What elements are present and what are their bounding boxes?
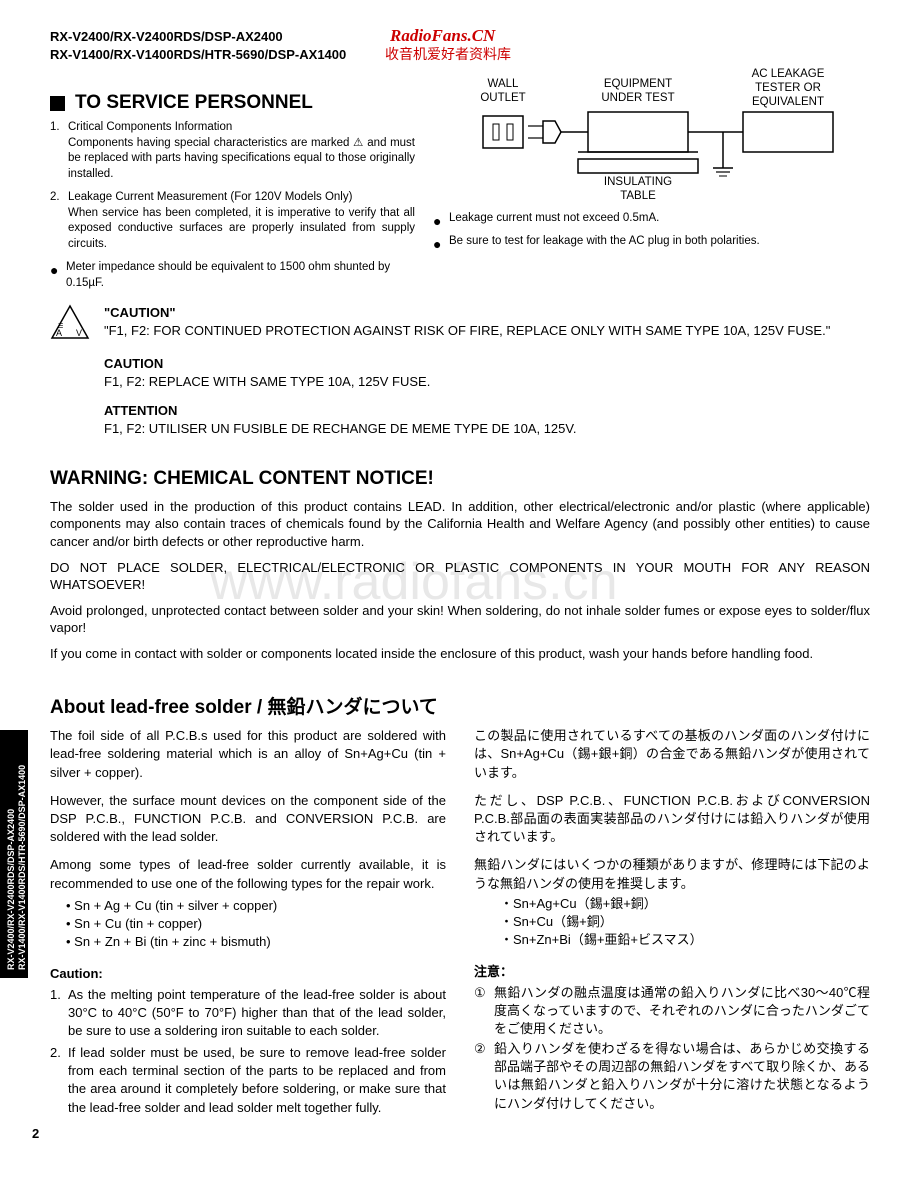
side-tab: RX-V2400/RX-V2400RDS/DSP-AX2400 RX-V1400…: [0, 730, 28, 978]
solder-en-c1: As the melting point temperature of the …: [68, 986, 446, 1041]
caution-text-3: F1, F2: UTILISER UN FUSIBLE DE RECHANGE …: [104, 421, 576, 436]
service-bullet-1-text: Meter impedance should be equivalent to …: [66, 260, 415, 291]
solder-en-c2: If lead solder must be used, be sure to …: [68, 1044, 446, 1117]
service-item-2: 2. Leakage Current Measurement (For 120V…: [50, 190, 415, 252]
watermark-chinese: 收音机爱好者资料库: [385, 44, 511, 64]
service-item-2-title: Leakage Current Measurement (For 120V Mo…: [68, 191, 352, 203]
solder-en-li1: Sn + Ag + Cu (tin + silver + copper): [66, 897, 446, 915]
solder-en-p2: However, the surface mount devices on th…: [50, 792, 446, 847]
solder-en-li2: Sn + Cu (tin + copper): [66, 915, 446, 933]
warning-triangle-icon: ☰ A V: [50, 304, 90, 345]
service-heading-text: TO SERVICE PERSONNEL: [75, 90, 313, 116]
service-item-2-body: When service has been completed, it is i…: [68, 207, 415, 250]
solder-jp-li1: ・Sn+Ag+Cu（錫+銀+銅）: [500, 895, 870, 913]
warning-p4: If you come in contact with solder or co…: [50, 645, 870, 663]
service-item-1: 1. Critical Components Information Compo…: [50, 120, 415, 182]
diagram-label-table: INSULATINGTABLE: [598, 176, 678, 204]
caution-text-2: F1, F2: REPLACE WITH SAME TYPE 10A, 125V…: [104, 374, 430, 389]
diagram-label-wall: WALLOUTLET: [471, 78, 535, 106]
warning-p1: The solder used in the production of thi…: [50, 498, 870, 551]
caution-text-1: "F1, F2: FOR CONTINUED PROTECTION AGAINS…: [104, 323, 830, 338]
caution-heading-3: ATTENTION: [104, 403, 177, 418]
page-number: 2: [32, 1126, 39, 1141]
square-bullet-icon: [50, 96, 65, 111]
service-bullet-1: ● Meter impedance should be equivalent t…: [50, 260, 415, 291]
solder-jp-li3: ・Sn+Zn+Bi（錫+亜鉛+ビスマス）: [500, 931, 870, 949]
service-bullet-3-text: Be sure to test for leakage with the AC …: [449, 234, 760, 254]
solder-en-li3: Sn + Zn + Bi (tin + zinc + bismuth): [66, 933, 446, 951]
side-tab-line1: RX-V2400/RX-V2400RDS/DSP-AX2400: [6, 809, 16, 970]
watermark-red: RadioFans.CN: [390, 26, 495, 46]
caution-heading-2: CAUTION: [104, 356, 163, 371]
diagram-label-equipment: EQUIPMENTUNDER TEST: [588, 78, 688, 106]
service-bullet-2: ● Leakage current must not exceed 0.5mA.: [433, 211, 870, 231]
solder-japanese-column: この製品に使用されているすべての基板のハンダ面のハンダ付けには、Sn+Ag+Cu…: [474, 727, 870, 1121]
solder-jp-c1: 無鉛ハンダの融点温度は通常の鉛入りハンダに比べ30～40℃程度高くなっていますの…: [494, 984, 870, 1039]
svg-text:V: V: [76, 328, 82, 338]
svg-text:A: A: [56, 328, 62, 338]
solder-en-caution-h: Caution:: [50, 966, 103, 981]
service-bullet-3: ● Be sure to test for leakage with the A…: [433, 234, 870, 254]
service-item-1-body: Components having special characteristic…: [68, 137, 415, 180]
service-heading: TO SERVICE PERSONNEL: [50, 90, 415, 116]
warning-p3: Avoid prolonged, unprotected contact bet…: [50, 602, 870, 637]
solder-jp-c2: 鉛入りハンダを使わざるを得ない場合は、あらかじめ交換する部品端子部やその周辺部の…: [494, 1040, 870, 1113]
solder-en-p1: The foil side of all P.C.B.s used for th…: [50, 727, 446, 782]
solder-en-p3: Among some types of lead-free solder cur…: [50, 856, 446, 892]
diagram-label-tester: AC LEAKAGETESTER OREQUIVALENT: [733, 68, 843, 109]
solder-jp-li2: ・Sn+Cu（錫+銅）: [500, 913, 870, 931]
caution-heading-1: "CAUTION": [104, 305, 176, 320]
warning-p2: DO NOT PLACE SOLDER, ELECTRICAL/ELECTRON…: [50, 559, 870, 594]
service-item-1-title: Critical Components Information: [68, 121, 232, 133]
solder-jp-caution-h: 注意：: [474, 964, 513, 979]
warning-heading: WARNING: CHEMICAL CONTENT NOTICE!: [50, 468, 870, 490]
side-tab-line2: RX-V1400/RX-V1400RDS/HTR-5690/DSP-AX1400: [17, 765, 27, 970]
solder-jp-p3: 無鉛ハンダにはいくつかの種類がありますが、修理時には下記のような無鉛ハンダの使用…: [474, 856, 870, 892]
solder-jp-p1: この製品に使用されているすべての基板のハンダ面のハンダ付けには、Sn+Ag+Cu…: [474, 727, 870, 782]
solder-heading: About lead-free solder / 無鉛ハンダについて: [50, 692, 870, 719]
solder-jp-p2: ただし、DSP P.C.B.、FUNCTION P.C.B.およびCONVERS…: [474, 792, 870, 847]
leakage-diagram: WALLOUTLET EQUIPMENTUNDER TEST AC LEAKAG…: [433, 66, 870, 211]
service-bullet-2-text: Leakage current must not exceed 0.5mA.: [449, 211, 659, 231]
solder-english-column: The foil side of all P.C.B.s used for th…: [50, 727, 446, 1121]
